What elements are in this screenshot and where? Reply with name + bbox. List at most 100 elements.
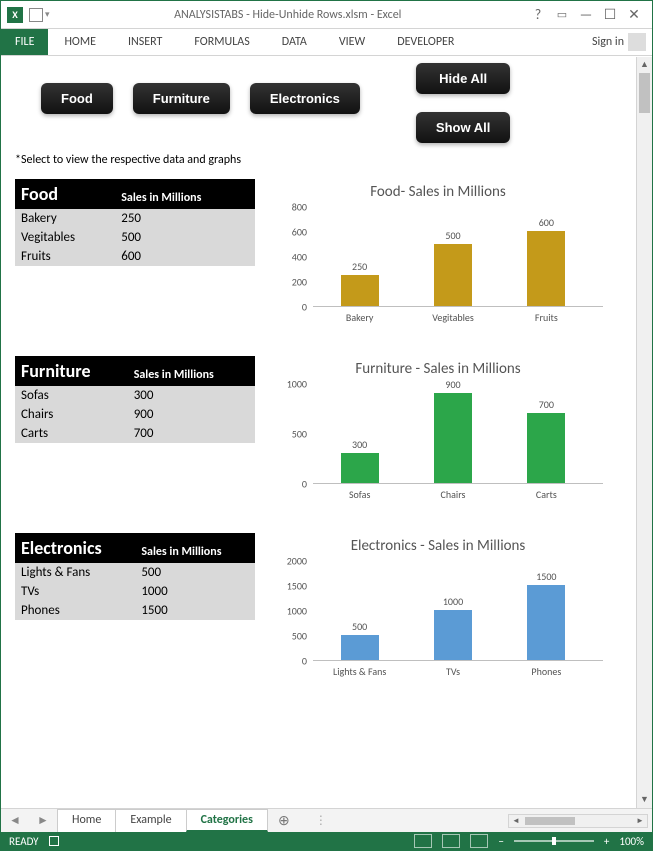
ribbon-tab-formulas[interactable]: FORMULAS xyxy=(178,29,265,55)
ylabel: 1000 xyxy=(287,605,307,618)
bar: 700 xyxy=(521,398,571,483)
table-row: TVs1000 xyxy=(15,582,255,601)
xlabel: Vegitables xyxy=(418,311,488,324)
ylabel: 800 xyxy=(292,201,307,214)
table-category-header: Electronics xyxy=(15,533,135,563)
table-cell: Lights & Fans xyxy=(15,563,135,582)
sheet-tabs-bar: ◄ ► HomeExampleCategories ⊕ ⋮ ◄ ► xyxy=(1,808,652,832)
chart: Food- Sales in Millions80060040020002505… xyxy=(273,179,603,344)
macro-record-icon[interactable] xyxy=(49,836,59,846)
view-layout-icon[interactable] xyxy=(442,834,460,848)
titlebar: X ▾ ANALYSISTABS - Hide-Unhide Rows.xlsm… xyxy=(1,1,652,29)
sheet-tab-home[interactable]: Home xyxy=(57,809,116,832)
bar: 1000 xyxy=(428,595,478,660)
view-normal-icon[interactable] xyxy=(414,834,432,848)
chart: Electronics - Sales in Millions 200015001… xyxy=(273,533,603,698)
file-tab[interactable]: FILE xyxy=(1,29,48,55)
ribbon-tab-home[interactable]: HOME xyxy=(48,29,112,55)
minimize-icon[interactable]: — xyxy=(574,6,598,23)
table-cell: 500 xyxy=(115,228,255,247)
hscroll-left-icon[interactable]: ◄ xyxy=(509,815,523,827)
table-cell: Sofas xyxy=(15,386,128,405)
table-row: Sofas300 xyxy=(15,386,255,405)
close-icon[interactable]: ✕ xyxy=(622,6,646,23)
ylabel: 200 xyxy=(292,276,307,289)
table-row: Vegitables500 xyxy=(15,228,255,247)
table-cell: TVs xyxy=(15,582,135,601)
bar-value: 300 xyxy=(352,438,367,451)
xlabel: Chairs xyxy=(418,488,488,501)
ribbon-tab-developer[interactable]: DEVELOPER xyxy=(381,29,470,55)
chart-title: Electronics - Sales in Millions xyxy=(273,537,603,555)
bar: 500 xyxy=(335,620,385,660)
scroll-up-icon[interactable]: ▲ xyxy=(637,57,652,73)
chart-title: Furniture - Sales in Millions xyxy=(273,360,603,378)
bar-value: 1500 xyxy=(536,570,556,583)
bar-rect xyxy=(434,393,472,483)
bar: 250 xyxy=(335,260,385,306)
hide-all-button[interactable]: Hide All xyxy=(416,63,510,94)
hscroll-right-icon[interactable]: ► xyxy=(633,815,647,827)
section-electronics: ElectronicsSales in MillionsLights & Fan… xyxy=(15,533,634,698)
vertical-scrollbar[interactable]: ▲ ▼ xyxy=(636,57,652,808)
zoom-out-icon[interactable]: − xyxy=(498,835,503,848)
section-furniture: FurnitureSales in MillionsSofas300Chairs… xyxy=(15,356,634,521)
table-value-header: Sales in Millions xyxy=(135,533,255,563)
chart-xlabels: Lights & FansTVsPhones xyxy=(313,661,603,677)
zoom-slider[interactable] xyxy=(514,840,594,842)
tab-nav-next-icon[interactable]: ► xyxy=(29,813,57,828)
ribbon-tab-view[interactable]: VIEW xyxy=(323,29,381,55)
bar: 900 xyxy=(428,378,478,483)
maximize-icon[interactable]: ☐ xyxy=(598,6,622,23)
table-cell: Fruits xyxy=(15,247,115,266)
data-table: FoodSales in MillionsBakery250Vegitables… xyxy=(15,179,255,266)
ribbon-options-icon[interactable]: ▭ xyxy=(550,8,574,21)
ribbon: FILE HOME INSERT FORMULAS DATA VIEW DEVE… xyxy=(1,29,652,56)
bar-rect xyxy=(341,635,379,660)
chart-plot: 250500600 xyxy=(313,207,603,307)
chart-ylabels: 2000150010005000 xyxy=(273,561,309,661)
furniture-button[interactable]: Furniture xyxy=(133,83,230,114)
chart-plot: 300900700 xyxy=(313,384,603,484)
window-title: ANALYSISTABS - Hide-Unhide Rows.xlsm - E… xyxy=(50,8,526,22)
sheet-tab-categories[interactable]: Categories xyxy=(186,809,268,832)
show-all-button[interactable]: Show All xyxy=(416,112,510,143)
help-icon[interactable]: ? xyxy=(526,6,550,23)
ylabel: 0 xyxy=(302,301,307,314)
xlabel: Fruits xyxy=(511,311,581,324)
food-button[interactable]: Food xyxy=(41,83,113,114)
view-break-icon[interactable] xyxy=(470,834,488,848)
table-row: Carts700 xyxy=(15,424,255,443)
xlabel: TVs xyxy=(418,665,488,678)
bar-value: 900 xyxy=(445,378,460,391)
bar-value: 500 xyxy=(352,620,367,633)
xlabel: Phones xyxy=(511,665,581,678)
signin-label: Sign in xyxy=(592,35,624,49)
chart-xlabels: BakeryVegitablesFruits xyxy=(313,307,603,323)
signin-link[interactable]: Sign in xyxy=(586,29,652,55)
bar: 1500 xyxy=(521,570,571,660)
table-cell: 900 xyxy=(128,405,255,424)
table-value-header: Sales in Millions xyxy=(128,356,255,386)
scroll-thumb[interactable] xyxy=(639,73,650,113)
worksheet-area: Food Furniture Electronics Hide All Show… xyxy=(1,57,636,808)
status-bar: READY − + 100% xyxy=(1,832,652,850)
table-row: Fruits600 xyxy=(15,247,255,266)
electronics-button[interactable]: Electronics xyxy=(250,83,360,114)
chart-xlabels: SofasChairsCarts xyxy=(313,484,603,500)
chart-plot: 500 1000 1500 xyxy=(313,561,603,661)
tab-nav-prev-icon[interactable]: ◄ xyxy=(1,813,29,828)
chart-ylabels: 8006004002000 xyxy=(273,207,309,307)
ribbon-tab-data[interactable]: DATA xyxy=(266,29,323,55)
hscroll-thumb[interactable] xyxy=(525,817,575,825)
horizontal-scrollbar[interactable]: ◄ ► xyxy=(508,814,648,828)
zoom-in-icon[interactable]: + xyxy=(604,835,609,848)
table-cell: Chairs xyxy=(15,405,128,424)
table-cell: 600 xyxy=(115,247,255,266)
ribbon-tab-insert[interactable]: INSERT xyxy=(112,29,178,55)
table-row: Bakery250 xyxy=(15,209,255,228)
scroll-down-icon[interactable]: ▼ xyxy=(637,792,652,808)
sheet-tab-example[interactable]: Example xyxy=(115,809,186,832)
add-sheet-button[interactable]: ⊕ xyxy=(273,812,295,829)
qat-save-icon[interactable] xyxy=(29,8,43,22)
